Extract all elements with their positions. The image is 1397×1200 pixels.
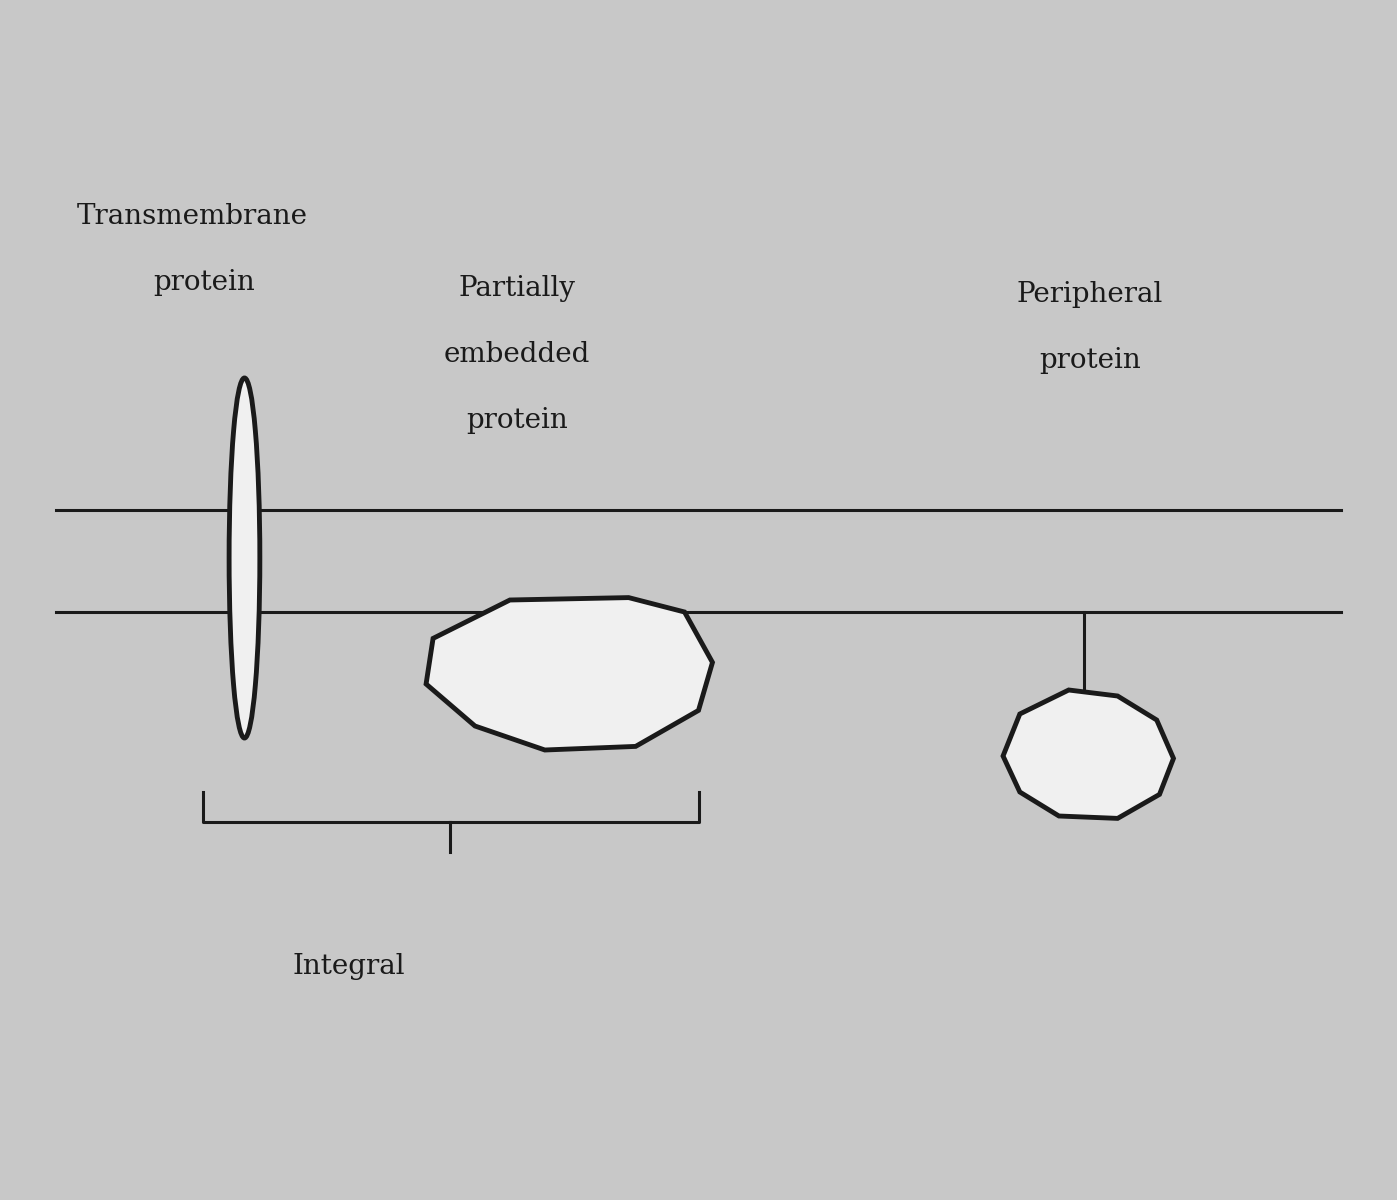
Ellipse shape <box>229 378 260 738</box>
Text: protein: protein <box>467 407 567 433</box>
Text: protein: protein <box>154 269 256 295</box>
Text: embedded: embedded <box>444 341 590 367</box>
Text: Transmembrane: Transmembrane <box>77 203 307 229</box>
Polygon shape <box>1003 690 1173 818</box>
Text: Peripheral: Peripheral <box>1017 281 1162 307</box>
Text: protein: protein <box>1039 347 1140 373</box>
Polygon shape <box>426 598 712 750</box>
Text: Partially: Partially <box>458 275 576 301</box>
Text: Integral: Integral <box>293 953 405 979</box>
